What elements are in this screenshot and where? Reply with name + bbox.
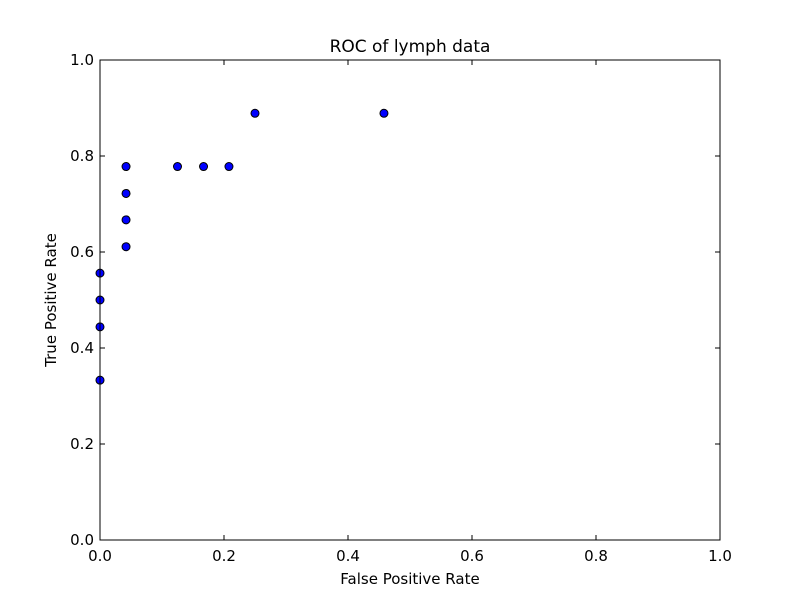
data-point — [121, 242, 131, 252]
chart-title: ROC of lymph data — [330, 37, 491, 57]
y-axis-label: True Positive Rate — [42, 233, 60, 368]
y-tick-label: 0.0 — [70, 531, 94, 549]
y-tick-label: 0.4 — [70, 339, 94, 357]
y-tick-label: 0.6 — [70, 243, 94, 261]
plot-frame — [99, 59, 721, 541]
x-tick-label: 0.6 — [460, 547, 484, 565]
x-tick-label: 0.8 — [584, 547, 608, 565]
x-tick-label: 0.0 — [88, 547, 112, 565]
x-axis-label: False Positive Rate — [340, 570, 479, 588]
data-points — [95, 108, 389, 385]
x-tick-label: 1.0 — [708, 547, 732, 565]
y-tick-label: 1.0 — [70, 51, 94, 69]
data-point — [199, 162, 209, 172]
data-point — [250, 108, 260, 118]
data-point — [121, 188, 131, 198]
axis-ticks: 0.0 0.2 0.4 0.6 0.8 1.0 0.0 0.2 0.4 0.6 0.8 1.0 — [70, 51, 732, 565]
data-point — [379, 108, 389, 118]
x-tick-label: 0.4 — [336, 547, 360, 565]
data-point — [121, 162, 131, 172]
data-point — [121, 215, 131, 225]
y-tick-label: 0.2 — [70, 435, 94, 453]
x-tick-label: 0.2 — [212, 547, 236, 565]
data-point — [173, 162, 182, 172]
y-tick-label: 0.8 — [70, 147, 94, 165]
data-point — [224, 162, 234, 172]
